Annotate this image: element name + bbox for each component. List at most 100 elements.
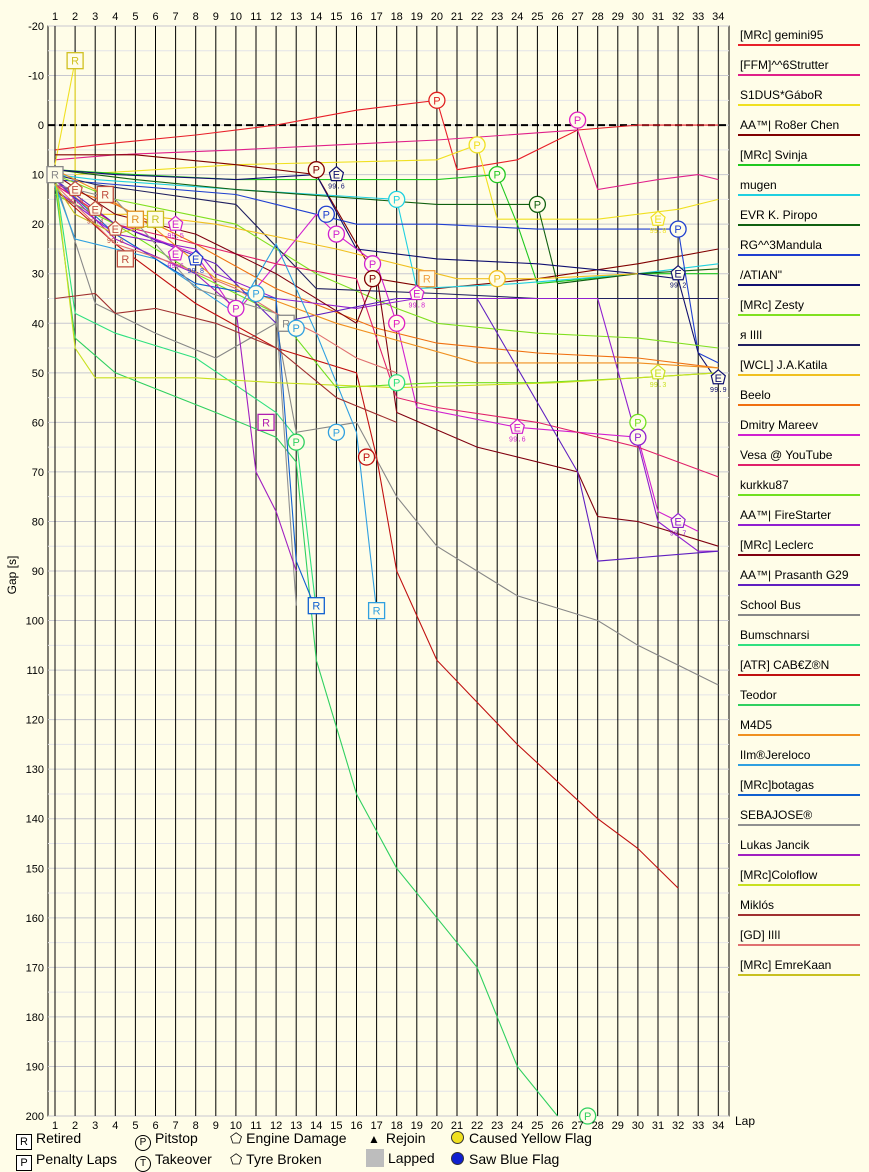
marker-E: E 99.6 [509, 418, 526, 444]
marker-glyph: E [192, 254, 199, 266]
legend-swatch [738, 494, 860, 496]
marker-P: P [669, 220, 687, 238]
y-tick-label: 170 [26, 962, 44, 974]
marker-glyph: R [312, 601, 320, 613]
legend-item: [ATR] CAB€Z®N [738, 652, 866, 682]
legend-label: Miklós [740, 898, 775, 912]
x-tick-label-top: 27 [571, 11, 583, 23]
legend-swatch [738, 434, 860, 436]
legend-item: [MRc] gemini95 [738, 22, 866, 52]
marker-glyph: E [112, 224, 119, 236]
legend-label: RG^^3Mandula [740, 238, 822, 252]
key-pitstop-label: Pitstop [155, 1130, 198, 1146]
marker-glyph: P [574, 115, 581, 127]
key-lapped-label: Lapped [388, 1150, 435, 1166]
y-tick-label: 110 [26, 665, 44, 677]
key-rejoin: ▲ Rejoin [368, 1130, 426, 1146]
legend-label: Bumschnarsi [740, 628, 810, 642]
x-tick-label-top: 28 [592, 11, 604, 23]
legend-label: [MRc] Svinja [740, 148, 808, 162]
series-line [54, 179, 719, 686]
marker-R: R [307, 597, 325, 615]
legend-swatch [738, 674, 860, 676]
rejoin-icon: ▲ [368, 1132, 380, 1146]
legend-item: Miklós [738, 892, 866, 922]
x-tick-label-bottom: 29 [612, 1120, 624, 1132]
marker-glyph: P [333, 229, 340, 241]
x-tick-label-bottom: 1 [52, 1120, 58, 1132]
marker-E: E 99.6 [167, 245, 184, 271]
marker-E: E 99.2 [670, 264, 687, 291]
marker-value-label: 99.6 [328, 184, 345, 192]
marker-glyph: E [654, 214, 661, 226]
marker-glyph: R [101, 189, 109, 201]
series-line [54, 169, 719, 384]
x-tick-label-top: 23 [491, 11, 503, 23]
series-line [54, 174, 719, 349]
x-tick-label-bottom: 7 [173, 1120, 179, 1132]
legend-swatch [738, 524, 860, 526]
penalty-icon: P [16, 1155, 32, 1171]
legend-swatch [738, 974, 860, 976]
legend-swatch [738, 644, 860, 646]
series-line [54, 184, 719, 478]
key-takeover: T Takeover [135, 1151, 212, 1172]
legend-swatch [738, 254, 860, 256]
y-tick-label: 90 [32, 566, 44, 578]
x-tick-label-bottom: 19 [411, 1120, 423, 1132]
marker-value-label: 99.8 [650, 228, 667, 236]
marker-P: P [528, 195, 547, 214]
y-tick-label: 160 [26, 913, 44, 925]
x-tick-label-top: 34 [712, 11, 724, 23]
chart-grid [47, 25, 730, 1117]
marker-glyph: R [282, 318, 290, 330]
marker-glyph: R [131, 214, 139, 226]
marker-glyph: P [634, 432, 641, 444]
marker-E: E 99.6 [328, 165, 345, 192]
marker-R: R [116, 250, 134, 268]
legend-label: [MRc]botagas [740, 778, 815, 792]
legend-item: RG^^3Mandula [738, 232, 866, 262]
marker-glyph: P [393, 318, 400, 330]
marker-value-label: 99.6 [107, 238, 124, 246]
marker-R: R [257, 413, 275, 432]
x-tick-label-bottom: 2 [72, 1120, 78, 1132]
legend-swatch [738, 824, 860, 826]
legend-swatch [738, 284, 860, 286]
series-line [54, 184, 378, 611]
marker-glyph: E [674, 516, 681, 528]
legend-item: [MRc] Leclerc [738, 532, 866, 562]
series-line [54, 184, 558, 1117]
y-tick-label: 40 [32, 318, 44, 330]
legend-item: School Bus [738, 592, 866, 622]
retired-icon: R [16, 1134, 32, 1150]
key-pitstop: P Pitstop [135, 1130, 198, 1151]
x-tick-label-top: 3 [92, 11, 98, 23]
marker-P: P [247, 284, 265, 303]
key-engine: ⬠ Engine Damage [230, 1130, 347, 1147]
x-tick-label-bottom: 34 [712, 1120, 724, 1132]
legend-item: SEBAJOSE® [738, 802, 866, 832]
legend-label: AA™| Ro8er Chen [740, 118, 840, 132]
y-tick-label: 140 [26, 814, 44, 826]
marker-glyph: P [363, 452, 370, 464]
marker-glyph: P [333, 427, 340, 439]
legend-swatch [738, 44, 860, 46]
marker-glyph: P [293, 437, 300, 449]
legend-label: /ATIAN" [740, 268, 783, 282]
x-tick-label-top: 18 [391, 11, 403, 23]
x-tick-label-top: 6 [152, 11, 158, 23]
legend-swatch [738, 764, 860, 766]
legend-label: AA™| FireStarter [740, 508, 832, 522]
legend-swatch [738, 344, 860, 346]
marker-R: R [126, 210, 145, 228]
marker-P: P [357, 448, 376, 466]
key-retired: R Retired [16, 1130, 81, 1150]
y-tick-label: 150 [26, 863, 44, 875]
marker-glyph: P [674, 224, 681, 236]
legend-item: AA™| Ro8er Chen [738, 112, 866, 142]
key-penalty: P Penalty Laps [16, 1151, 117, 1171]
marker-E: E 99.7 [670, 512, 687, 538]
marker-E: E 99.6 [107, 220, 124, 246]
marker-value-label: 99.8 [187, 268, 204, 276]
